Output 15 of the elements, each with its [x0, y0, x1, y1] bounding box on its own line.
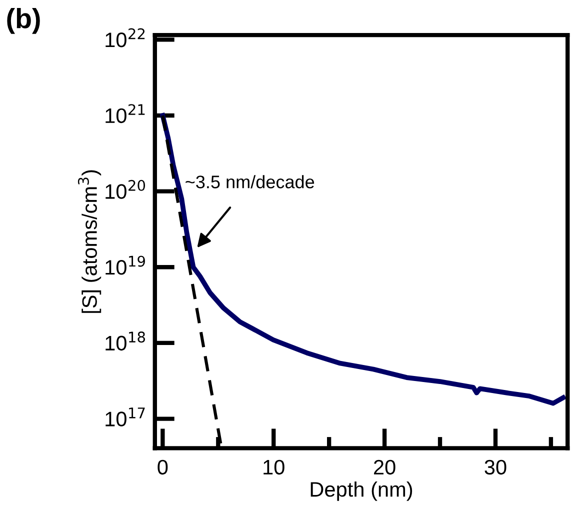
y-tick-label: 10$^{18}$ [106, 332, 145, 351]
x-tick-label: 20 [374, 460, 396, 475]
y-tick-label: 10$^{19}$ [106, 256, 145, 275]
y-tick-label: 10$^{21}$ [106, 104, 145, 124]
annotation: ~3.5 nm/decade [186, 175, 314, 188]
x-tick-label: 30 [484, 460, 506, 475]
y-tick-label: 10$^{20}$ [106, 180, 146, 199]
x-axis-title: Depth (nm) [310, 481, 412, 501]
x-tick-label: 0 [158, 460, 168, 475]
text: (b) [7, 8, 40, 34]
y-tick-label: 10$^{17}$ [106, 408, 145, 426]
line-series [160, 113, 566, 406]
y-tick-label: 10$^{22}$ [106, 28, 145, 48]
x-tick-label: 10 [264, 460, 284, 475]
y-axis-title: [S] (atoms/cm$^{3}$) [78, 170, 102, 313]
